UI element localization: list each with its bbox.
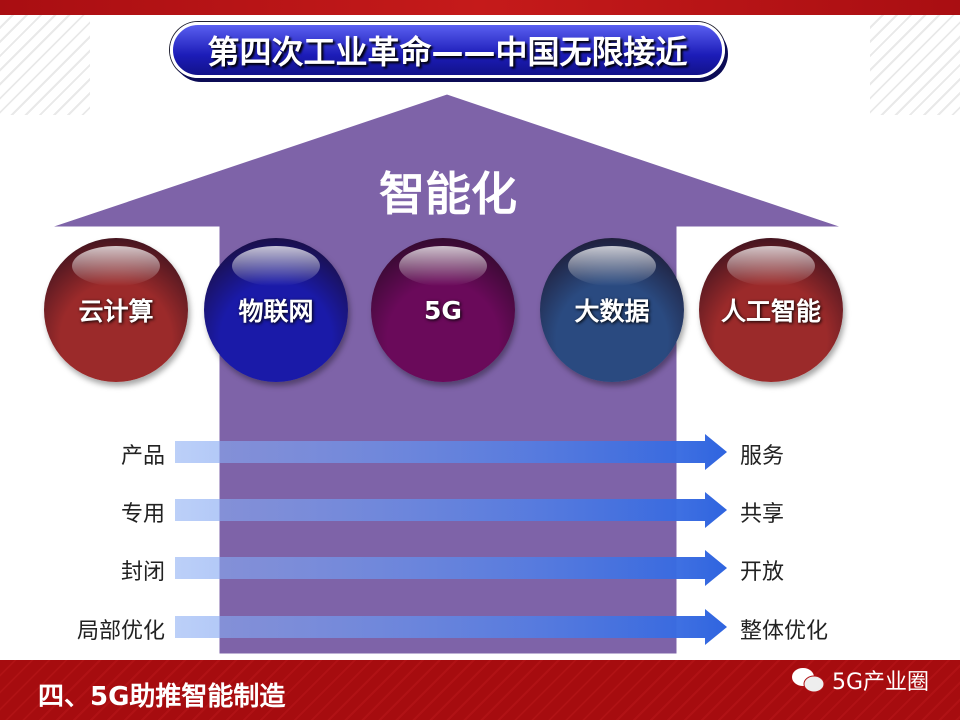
sphere-1: 物联网 bbox=[204, 238, 348, 382]
sphere-0: 云计算 bbox=[44, 238, 188, 382]
sphere-label: 大数据 bbox=[574, 297, 650, 326]
sphere-label: 人工智能 bbox=[720, 297, 821, 326]
watermark: 5G产业圈 bbox=[790, 664, 929, 696]
flow-arrow bbox=[175, 492, 727, 528]
wechat-icon bbox=[792, 668, 825, 693]
top-banner bbox=[0, 0, 960, 15]
sphere-3: 大数据 bbox=[540, 238, 684, 382]
slide-title: 第四次工业革命——中国无限接近 bbox=[170, 22, 725, 78]
transition-to: 整体优化 bbox=[740, 619, 829, 644]
section-title: 四、5G助推智能制造 bbox=[38, 682, 286, 712]
transition-to: 共享 bbox=[740, 502, 785, 527]
sphere-4: 人工智能 bbox=[699, 238, 843, 382]
sphere-2: 5G bbox=[371, 238, 515, 382]
watermark-text: 5G产业圈 bbox=[832, 670, 930, 695]
flow-arrow bbox=[175, 550, 727, 586]
transition-to: 服务 bbox=[740, 444, 785, 469]
flow-arrow bbox=[175, 434, 727, 470]
decorative-stripes bbox=[0, 15, 90, 115]
transition-to: 开放 bbox=[740, 560, 785, 585]
sphere-label: 云计算 bbox=[78, 297, 154, 326]
sphere-label: 物联网 bbox=[238, 297, 314, 326]
transition-from: 封闭 bbox=[120, 560, 165, 585]
sphere-label: 5G bbox=[424, 295, 462, 325]
transition-from: 产品 bbox=[120, 444, 165, 469]
arrow-label: 智能化 bbox=[379, 167, 517, 221]
decorative-stripes bbox=[870, 15, 960, 115]
transition-from: 专用 bbox=[120, 502, 165, 527]
flow-arrow bbox=[175, 609, 727, 645]
transition-from: 局部优化 bbox=[76, 619, 165, 644]
